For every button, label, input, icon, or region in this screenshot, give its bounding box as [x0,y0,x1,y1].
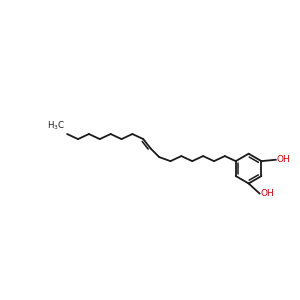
Text: H$_3$C: H$_3$C [47,119,66,132]
Text: OH: OH [276,155,290,164]
Text: OH: OH [260,189,274,198]
